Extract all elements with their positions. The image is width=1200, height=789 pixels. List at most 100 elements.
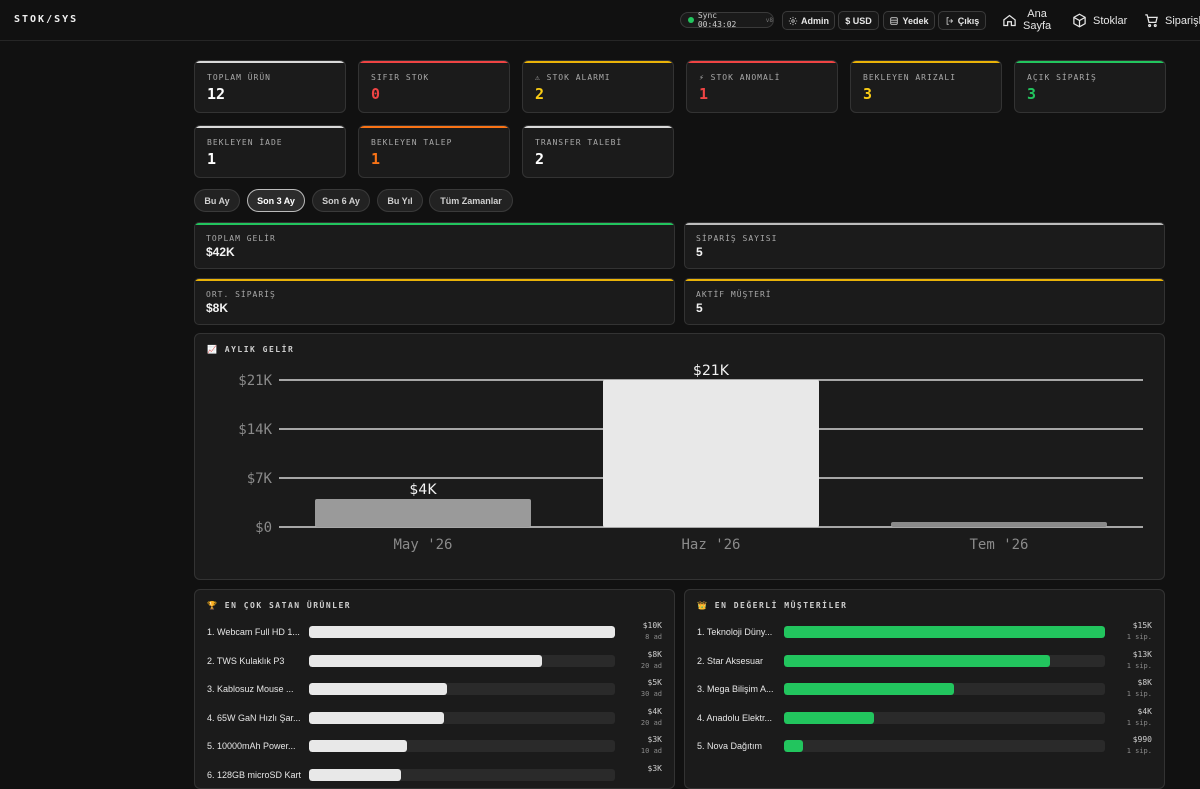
admin-button[interactable]: Admin: [782, 11, 835, 30]
chart-y-tick: $14K: [238, 422, 272, 438]
list-item-bar-fill: [784, 626, 1105, 638]
stat-card[interactable]: SIFIR STOK 0: [358, 60, 510, 113]
chart-bar[interactable]: [315, 499, 531, 527]
list-item[interactable]: 6. 128GB microSD Kart$3K: [195, 764, 674, 789]
list-item-amount: $5K: [648, 678, 662, 687]
stat-card-label: BEKLEYEN ARIZALI: [863, 73, 956, 82]
list-item-sub: 1 sip.: [1127, 747, 1152, 755]
list-item-sub: 20 ad: [641, 719, 662, 727]
top-customers-title: 👑 EN DEĞERLİ MÜŞTERİLER: [697, 601, 847, 610]
chart-y-tick: $21K: [238, 373, 272, 389]
stat-card-value: 1: [207, 150, 216, 168]
chart-bar[interactable]: [603, 380, 819, 527]
list-item[interactable]: 3. Kablosuz Mouse ... $5K 30 ad: [195, 678, 674, 706]
stat-card-label: AÇIK SİPARİŞ: [1027, 73, 1097, 82]
stat-card-label: BEKLEYEN TALEP: [371, 138, 452, 147]
top-products-title: 🏆 EN ÇOK SATAN ÜRÜNLER: [207, 601, 351, 610]
stat-card-value: 0: [371, 85, 380, 103]
stat-card-label: TOPLAM ÜRÜN: [207, 73, 271, 82]
list-item-name: 3. Kablosuz Mouse ...: [207, 684, 301, 694]
stat-card-accent: [1015, 61, 1165, 63]
stat-card-value: 2: [535, 85, 544, 103]
list-item-name: 5. 10000mAh Power...: [207, 741, 301, 751]
kpi-card-accent: [685, 279, 1164, 281]
period-pill[interactable]: Son 3 Ay: [247, 189, 305, 212]
currency-button[interactable]: $ USD: [838, 11, 879, 30]
list-item-bar-track: [309, 626, 615, 638]
nav-home-line2: Sayfa: [1023, 20, 1051, 32]
kpi-card-value: 5: [696, 245, 703, 259]
stat-card-value: 1: [699, 85, 708, 103]
list-item-sub: 1 sip.: [1127, 662, 1152, 670]
stat-card-accent: [523, 61, 673, 63]
logout-button[interactable]: Çıkış: [938, 11, 986, 30]
top-products-panel: 🏆 EN ÇOK SATAN ÜRÜNLER 1. Webcam Full HD…: [194, 589, 675, 789]
list-item-bar-fill: [784, 683, 954, 695]
list-item-bar-track: [784, 712, 1105, 724]
chart-y-tick: $7K: [247, 471, 273, 487]
list-item-sub: 30 ad: [641, 690, 662, 698]
list-item-bar-track: [309, 712, 615, 724]
kpi-card-value: $8K: [206, 301, 228, 315]
period-pill[interactable]: Bu Yıl: [377, 189, 423, 212]
logout-label: Çıkış: [958, 16, 980, 26]
stat-card-accent: [359, 126, 509, 128]
stat-card-accent: [687, 61, 837, 63]
backup-button[interactable]: Yedek: [883, 11, 935, 30]
period-pill[interactable]: Bu Ay: [194, 189, 240, 212]
list-item-name: 3. Mega Bilişim A...: [697, 684, 791, 694]
stat-card-label: SIFIR STOK: [371, 73, 429, 82]
kpi-card-value: 5: [696, 301, 703, 315]
nav-home[interactable]: Ana Sayfa: [1002, 8, 1051, 32]
list-item-bar-track: [784, 683, 1105, 695]
nav-orders[interactable]: Siparişler: [1144, 13, 1200, 28]
period-pill[interactable]: Tüm Zamanlar: [429, 189, 513, 212]
chart-x-tick: Tem '26: [969, 537, 1028, 553]
chart-bar[interactable]: [891, 522, 1107, 527]
kpi-card: ORT. SİPARİŞ$8K: [194, 278, 675, 325]
list-item-amount: $8K: [648, 650, 662, 659]
nav-stocks[interactable]: Stoklar: [1072, 13, 1127, 28]
kpi-card: SİPARİŞ SAYISI 5: [684, 222, 1165, 269]
stat-card-accent: [523, 126, 673, 128]
stat-card-label: TRANSFER TALEBİ: [535, 138, 622, 147]
list-item-bar-track: [309, 740, 615, 752]
box-icon: [1072, 13, 1087, 28]
list-item-name: 5. Nova Dağıtım: [697, 741, 791, 751]
stat-card-label: ⚠ STOK ALARMI: [535, 73, 611, 82]
list-item-sub: 1 sip.: [1127, 633, 1152, 641]
list-item-bar-fill: [784, 712, 874, 724]
nav-home-label: Ana Sayfa: [1023, 8, 1051, 32]
period-pill[interactable]: Son 6 Ay: [312, 189, 370, 212]
cart-icon: [1144, 13, 1159, 28]
gear-icon: [788, 16, 798, 26]
list-item-name: 4. 65W GaN Hızlı Şar...: [207, 713, 301, 723]
kpi-card-label: SİPARİŞ SAYISI: [696, 234, 777, 243]
admin-label: Admin: [801, 16, 829, 26]
list-item-sub: 10 ad: [641, 747, 662, 755]
list-item-sub: 1 sip.: [1127, 719, 1152, 727]
list-item-name: 1. Webcam Full HD 1...: [207, 627, 301, 637]
list-item-bar-track: [309, 769, 615, 781]
list-item-bar-fill: [784, 655, 1050, 667]
kpi-card-accent: [195, 279, 674, 281]
stat-card[interactable]: ⚠ STOK ALARMI 2: [522, 60, 674, 113]
chart-y-tick: $0: [255, 520, 272, 536]
